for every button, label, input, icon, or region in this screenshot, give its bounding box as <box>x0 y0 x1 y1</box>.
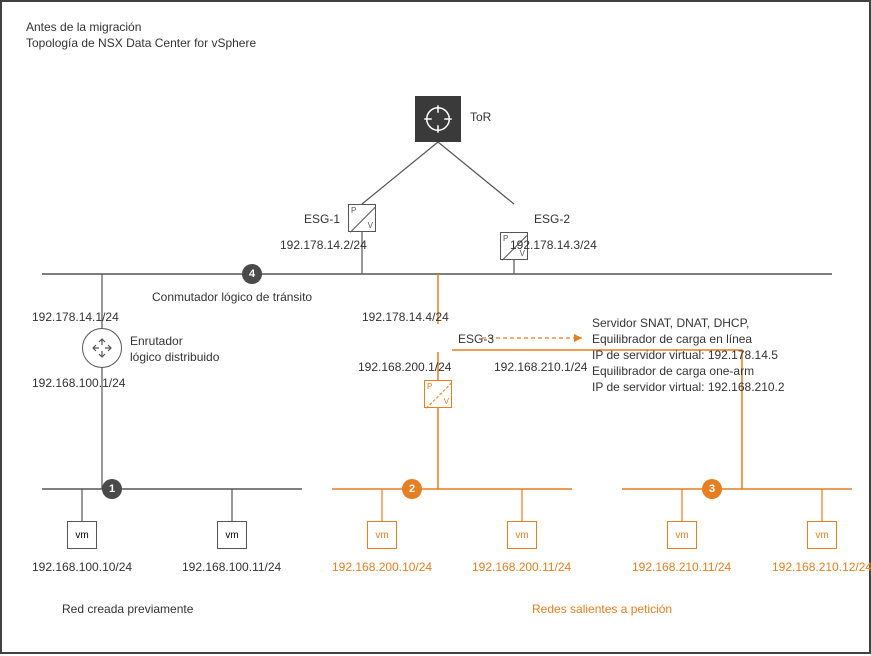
esg3-ip-bl: 192.168.200.1/24 <box>358 360 451 374</box>
vm-box-b: vm <box>217 521 247 549</box>
badge-3: 3 <box>702 479 722 499</box>
vm-box-d: vm <box>507 521 537 549</box>
tor-node <box>415 96 461 142</box>
esg3-desc-5: IP de servidor virtual: 192.168.210.2 <box>592 380 785 394</box>
esg3-label: ESG-3 <box>458 332 494 346</box>
vm-box-e: vm <box>667 521 697 549</box>
badge-1: 1 <box>102 479 122 499</box>
dlr-label-2: lógico distribuido <box>130 350 219 364</box>
esg3-desc-3: IP de servidor virtual: 192.178.14.5 <box>592 348 778 362</box>
esg1-label: ESG-1 <box>304 212 340 226</box>
diagram-frame: Antes de la migración Topología de NSX D… <box>0 0 871 654</box>
dlr-node <box>82 328 122 368</box>
dlr-ip-bot: 192.168.100.1/24 <box>32 376 125 390</box>
esg3-desc-4: Equilibrador de carga one-arm <box>592 364 754 378</box>
vm-ip-a: 192.168.100.10/24 <box>32 560 132 574</box>
transit-label: Conmutador lógico de tránsito <box>152 290 312 304</box>
vm-box-f: vm <box>807 521 837 549</box>
badge-2: 2 <box>402 479 422 499</box>
title-line2: Topología de NSX Data Center for vSphere <box>26 36 256 50</box>
router-icon <box>90 336 114 360</box>
crosshair-icon <box>423 104 453 134</box>
esg1-node <box>348 204 376 232</box>
dlr-ip-top: 192.178.14.1/24 <box>32 310 119 324</box>
tor-label: ToR <box>470 110 491 124</box>
vm-box-a: vm <box>67 521 97 549</box>
vm-box-c: vm <box>367 521 397 549</box>
net1-caption: Red creada previamente <box>62 602 193 616</box>
vm-ip-e: 192.168.210.11/24 <box>632 560 731 574</box>
title-line1: Antes de la migración <box>26 20 141 34</box>
esg3-desc-1: Servidor SNAT, DNAT, DHCP, <box>592 316 749 330</box>
vm-ip-d: 192.168.200.11/24 <box>472 560 571 574</box>
esg2-label: ESG-2 <box>534 212 570 226</box>
esg3-desc-2: Equilibrador de carga en línea <box>592 332 752 346</box>
dlr-label-1: Enrutador <box>130 334 183 348</box>
esg3-node <box>424 380 452 408</box>
net23-caption: Redes salientes a petición <box>532 602 672 616</box>
esg3-ip-top: 192.178.14.4/24 <box>362 310 449 324</box>
badge-4: 4 <box>242 264 262 284</box>
vm-ip-b: 192.168.100.11/24 <box>182 560 281 574</box>
vm-ip-c: 192.168.200.10/24 <box>332 560 432 574</box>
esg1-ip: 192.178.14.2/24 <box>280 238 367 252</box>
esg3-ip-br: 192.168.210.1/24 <box>494 360 587 374</box>
esg2-ip: 192.178.14.3/24 <box>510 238 597 252</box>
vm-ip-f: 192.168.210.12/24 <box>772 560 871 574</box>
